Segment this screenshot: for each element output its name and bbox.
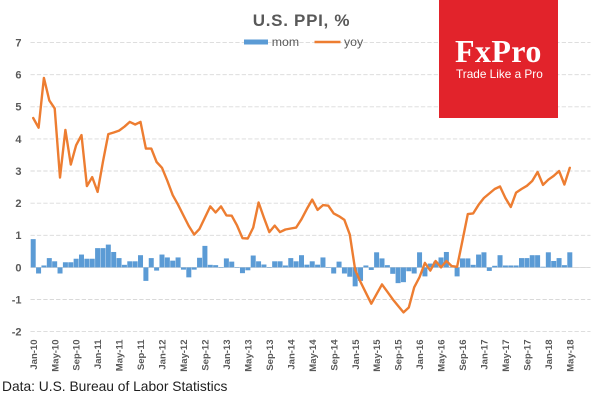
svg-text:mom: mom bbox=[272, 35, 299, 49]
svg-text:Sep-16: Sep-16 bbox=[458, 340, 469, 371]
svg-text:Jan-12: Jan-12 bbox=[158, 340, 169, 370]
svg-text:0: 0 bbox=[15, 262, 21, 274]
svg-text:2: 2 bbox=[15, 198, 21, 210]
svg-text:Jan-18: Jan-18 bbox=[544, 340, 555, 370]
svg-text:Jan-16: Jan-16 bbox=[415, 340, 426, 370]
svg-text:-2: -2 bbox=[12, 327, 22, 339]
svg-text:7: 7 bbox=[15, 38, 21, 50]
svg-text:Trade Like a Pro: Trade Like a Pro bbox=[456, 67, 543, 81]
svg-text:yoy: yoy bbox=[344, 35, 364, 49]
svg-text:Sep-17: Sep-17 bbox=[523, 340, 534, 371]
svg-text:May-13: May-13 bbox=[243, 340, 254, 372]
svg-text:Jan-15: Jan-15 bbox=[351, 339, 362, 370]
svg-text:Jan-14: Jan-14 bbox=[286, 339, 297, 370]
svg-text:FxPro: FxPro bbox=[455, 33, 542, 69]
svg-text:Sep-15: Sep-15 bbox=[394, 339, 405, 371]
svg-text:1: 1 bbox=[15, 230, 21, 242]
svg-text:Sep-10: Sep-10 bbox=[72, 340, 83, 371]
svg-text:6: 6 bbox=[15, 70, 21, 82]
svg-text:Sep-11: Sep-11 bbox=[136, 339, 147, 370]
svg-text:Jan-17: Jan-17 bbox=[480, 340, 491, 370]
svg-text:May-12: May-12 bbox=[179, 340, 190, 372]
svg-text:3: 3 bbox=[15, 166, 21, 178]
svg-text:May-14: May-14 bbox=[308, 339, 319, 372]
svg-text:May-18: May-18 bbox=[565, 340, 576, 372]
svg-text:Jan-11: Jan-11 bbox=[93, 339, 104, 369]
svg-text:Data: U.S. Bureau of Labor Sta: Data: U.S. Bureau of Labor Statistics bbox=[2, 379, 228, 394]
svg-text:5: 5 bbox=[15, 102, 21, 114]
svg-text:May-15: May-15 bbox=[372, 339, 383, 372]
svg-text:Sep-12: Sep-12 bbox=[201, 340, 212, 371]
svg-text:May-16: May-16 bbox=[437, 340, 448, 372]
svg-text:May-17: May-17 bbox=[501, 340, 512, 372]
svg-text:May-10: May-10 bbox=[50, 340, 61, 372]
svg-text:Jan-13: Jan-13 bbox=[222, 340, 233, 370]
svg-text:Sep-14: Sep-14 bbox=[329, 339, 340, 371]
svg-text:-1: -1 bbox=[12, 294, 22, 306]
svg-text:Jan-10: Jan-10 bbox=[29, 340, 40, 370]
svg-text:U.S. PPI, %: U.S. PPI, % bbox=[253, 11, 350, 30]
svg-text:May-11: May-11 bbox=[115, 339, 126, 371]
svg-text:Sep-13: Sep-13 bbox=[265, 340, 276, 371]
svg-text:4: 4 bbox=[15, 134, 22, 146]
